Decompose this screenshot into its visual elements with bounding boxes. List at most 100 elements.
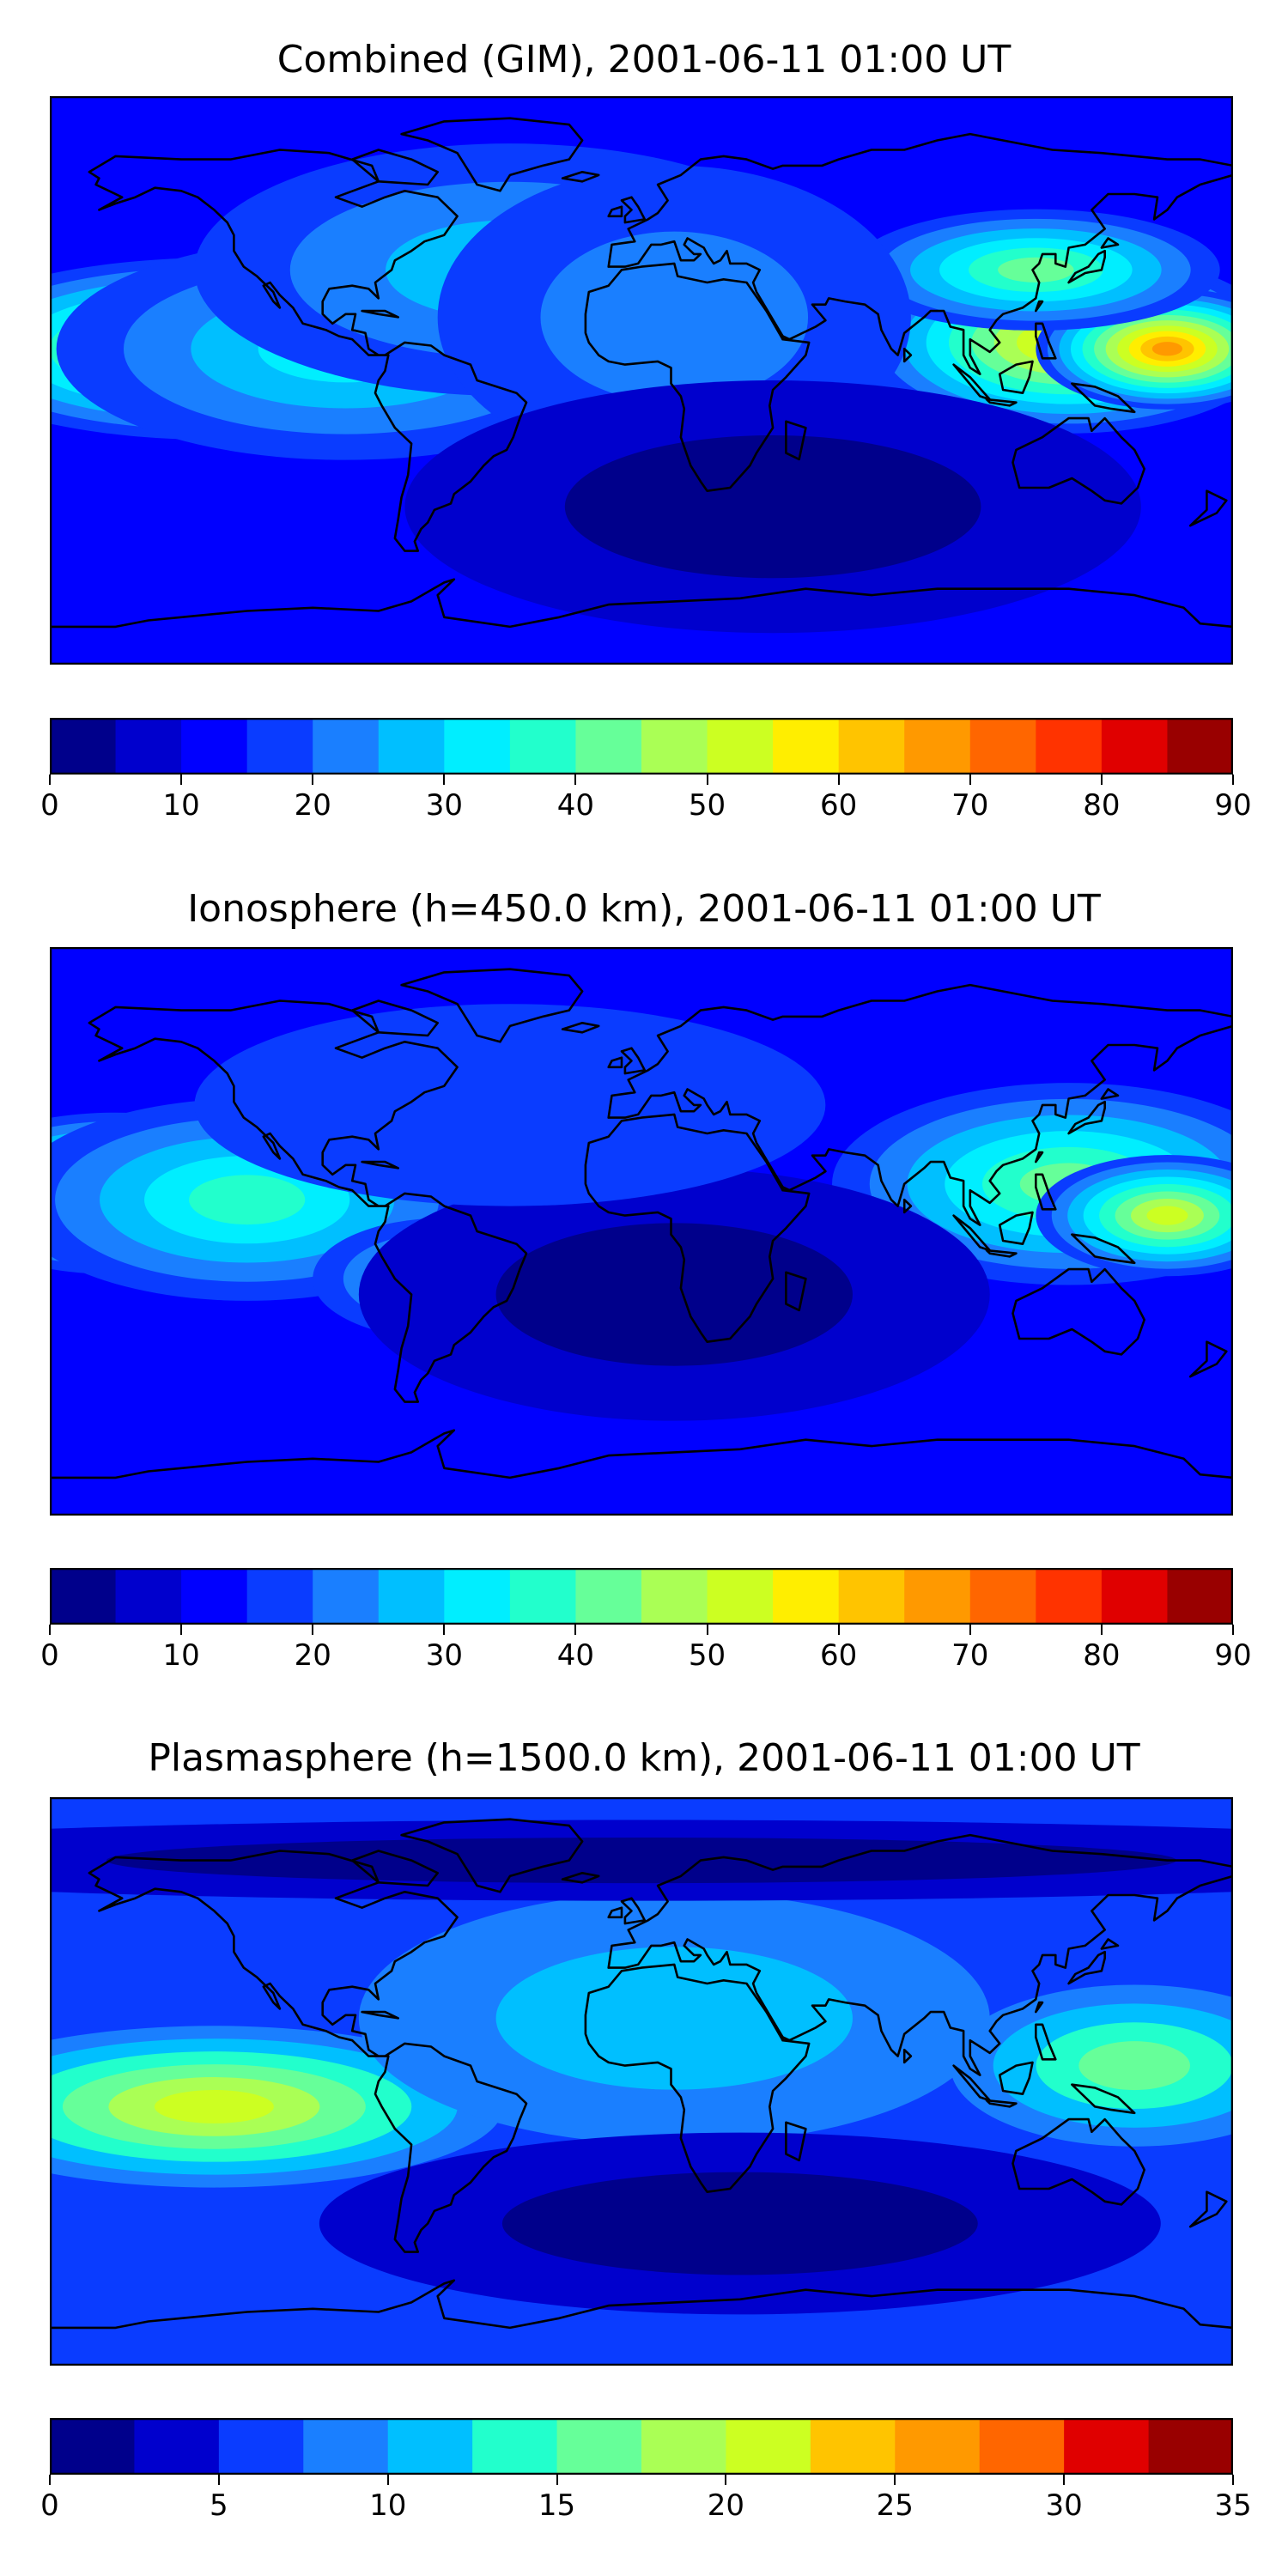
colorbar-tick [49,775,51,785]
colorbar [50,2418,1233,2475]
coastline-greenland [400,1818,584,1893]
coastline-arabia-patch [781,1186,791,1192]
colorbar-segment [969,1568,1036,1625]
coastline-uk [620,1897,647,1925]
map-frame [50,1797,1233,2366]
colorbar-segment [1101,718,1169,775]
coastline-hokkaido [1100,1938,1120,1950]
coastline-antarctica [50,578,1233,629]
colorbar-tick [443,775,446,785]
coastline-philippines [1035,322,1057,360]
contour-band [154,2089,274,2123]
coastline-ireland [607,205,623,218]
contour-band [564,434,981,579]
colorbar-tick-label: 50 [688,788,726,823]
coastline-north-america [88,999,459,1207]
colorbar-segment [50,1568,117,1625]
contour-feature [358,1892,990,2145]
coastline-philippines [1035,1173,1057,1211]
map-title: Combined (GIM), 2001-06-11 01:00 UT [276,38,1012,82]
colorbar [50,718,1233,775]
colorbar-tick-label: 0 [40,788,59,823]
coastline-greenland [400,117,584,192]
colorbar-tick-label: 5 [210,2488,228,2523]
colorbar-tick-label: 10 [369,2488,407,2523]
colorbar-segment [641,1568,708,1625]
colorbar-tick-label: 20 [294,788,331,823]
colorbar-tick [894,2475,896,2485]
colorbar-ticks: 0 10 20 30 40 50 60 70 80 90 [40,775,1252,826]
colorbar-tick-label: 20 [707,2488,745,2523]
coastline-north-america [88,1850,459,2057]
tec-map-canvas [50,96,1233,665]
colorbar-tick-label: 0 [40,2488,59,2523]
coastline-borneo [998,2061,1034,2096]
colorbar-segment [134,2418,220,2475]
contour-feature [851,209,1220,331]
map-title: Ionosphere (h=450.0 km), 2001-06-11 01:0… [187,887,1101,931]
colorbar-segment [181,718,248,775]
coastline-iceland [561,1872,600,1884]
coastline-iceland [561,1022,600,1034]
tec-map [50,1797,1233,2366]
coastline-baffin [350,1850,440,1887]
colorbar-segment [444,718,511,775]
colorbar-segment [773,1568,840,1625]
colorbar-segment [472,2418,558,2475]
coastline-new-guinea [1071,382,1136,414]
coastline-madagascar [785,2121,807,2162]
colorbar [50,1568,1233,1625]
colorbar-segment [969,718,1036,775]
colorbar-tick-label: 25 [876,2488,914,2523]
colorbar-segment [575,1568,642,1625]
coastline-sri-lanka [902,2048,913,2064]
contour-band [495,1947,853,2090]
tec-map [50,947,1233,1516]
colorbar-tick [706,1625,708,1635]
coastline-borneo [998,360,1034,395]
colorbar-tick [180,775,183,785]
coastlines [50,117,1233,629]
coastline-taiwan [1035,2001,1044,2014]
colorbar-segment [1064,2418,1150,2475]
coastline-baffin [350,149,440,186]
colorbar-tick-label: 10 [162,788,200,823]
coastline-africa [584,262,811,493]
coastline-madagascar [785,1271,807,1312]
colorbar-segment [556,2418,642,2475]
colorbar-tick-label: 15 [538,2488,576,2523]
coastlines [50,1818,1233,2330]
coastline-philippines [1035,2023,1057,2061]
contour-feature [358,1168,990,1421]
colorbar-tick [49,1625,51,1635]
coastline-sri-lanka [902,347,913,363]
colorbar-segment [313,718,380,775]
coastline-ireland [607,1056,623,1069]
map-frame [50,96,1233,665]
colorbar-segment [1167,1568,1233,1625]
coastline-south-america [374,341,528,552]
contour-band [189,1175,306,1225]
colorbar-frame [50,718,1233,775]
coastline-cuba [361,309,400,319]
colorbar-segment [838,718,905,775]
tec-map-canvas [50,947,1233,1516]
colorbar-segment [387,2418,473,2475]
colorbar-segment [1101,1568,1169,1625]
colorbar-tick [1232,2475,1234,2485]
coastline-new-zealand [1188,489,1228,527]
colorbar-tick [574,775,577,785]
coastline-sumatra [952,363,991,401]
colorbar-tick-label: 40 [556,1638,595,1673]
coastline-new-guinea [1071,1233,1136,1265]
colorbar-segment [444,1568,511,1625]
colorbar-segment [378,1568,445,1625]
coastlines [50,968,1233,1479]
coastline-taiwan [1035,300,1044,313]
coastline-java [985,398,1018,407]
coastline-taiwan [1035,1151,1044,1163]
colorbar-segment [303,2418,389,2475]
coastline-new-guinea [1071,2083,1136,2115]
colorbar-tick-label: 90 [1214,1638,1252,1673]
coastline-java [985,2099,1018,2108]
